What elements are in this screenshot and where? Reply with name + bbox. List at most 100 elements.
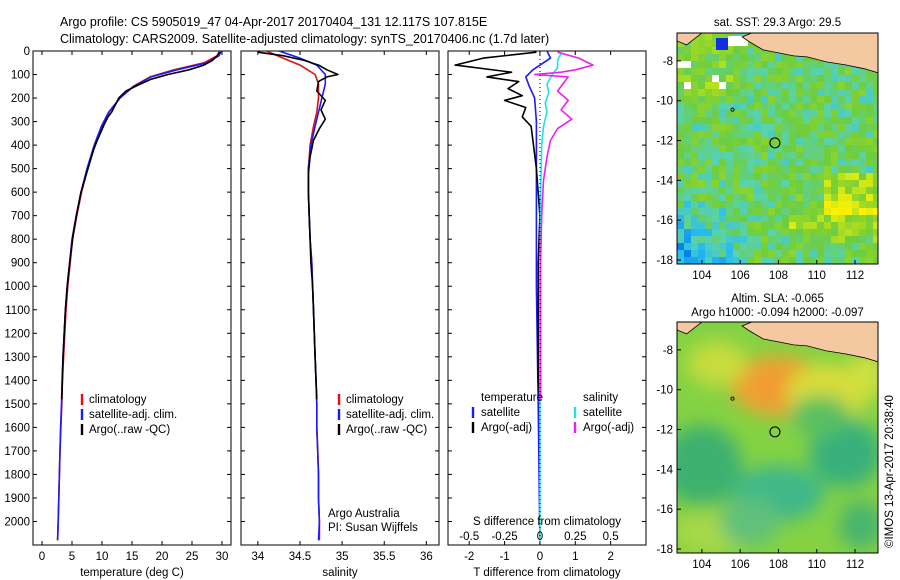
temperature-panel: 0 100 200 300 400 500 600 700 800 900 1000 1100 1200…	[4, 46, 232, 579]
x-tick-label: 110	[808, 270, 826, 282]
land-mass	[741, 322, 878, 363]
header-title: Argo profile: CS 5905019_47 04-Apr-2017 …	[60, 15, 487, 29]
salinity-profile-frame	[240, 50, 440, 546]
sst-map-title: sat. SST: 29.3 Argo: 29.5	[714, 17, 841, 29]
x-tick-label: 35.5	[373, 551, 395, 563]
land-mass	[677, 33, 703, 46]
legend-label: Argo(..raw -QC)	[89, 424, 170, 436]
x-tick-label: 10	[96, 551, 109, 563]
y-tick-label: -12	[656, 425, 673, 437]
y-tick-label: 2000	[4, 516, 30, 528]
y-tick-label: -18	[656, 255, 673, 267]
x-tick-label: 106	[731, 559, 750, 571]
sla-map-panel: 104 106 108 110 112 -8 -10 -12 -14 -16 -18 Altim. S…	[656, 293, 879, 571]
y-tick-label: 200	[11, 93, 30, 105]
x-tick-label: -2	[464, 551, 474, 563]
y-tick-label: -8	[663, 56, 673, 68]
sla-map-title: Altim. SLA: -0.065	[731, 293, 824, 305]
y-tick-label: -14	[656, 175, 673, 187]
legend-label: satellite-adj. clim.	[346, 409, 434, 421]
legend-label: satellite	[583, 407, 622, 419]
y-tick-label: 1000	[4, 281, 30, 293]
difference-profile-series	[454, 51, 594, 541]
x-tick-label: 25	[186, 551, 199, 563]
y-tick-label: 800	[11, 234, 30, 246]
y-tick-label: 900	[11, 258, 30, 270]
x-tick-label: 112	[846, 270, 864, 282]
x-tick-label: 0	[537, 551, 543, 563]
s-difference-tick-label: -0.25	[491, 531, 517, 543]
land-mass	[741, 33, 878, 74]
legend-label: Argo(-adj)	[583, 422, 634, 434]
legend-title-temperature: temperature	[481, 392, 543, 404]
temperature-profile-series	[56, 51, 223, 541]
x-tick-label: 108	[769, 559, 788, 571]
y-tick-label: -14	[656, 464, 673, 476]
s-difference-axis-label: S difference from climatology	[473, 516, 621, 528]
y-tick-label: 1800	[4, 469, 30, 481]
header-subtitle: Climatology: CARS2009. Satellite-adjuste…	[60, 32, 549, 46]
series-line-argo-raw-qc-	[61, 51, 221, 400]
series-line-t-satellite	[524, 51, 552, 541]
island	[730, 107, 735, 112]
legend-label: climatology	[346, 394, 404, 406]
y-tick-label: -12	[656, 136, 673, 148]
legend-label: satellite	[481, 407, 520, 419]
s-difference-tick-label: 0	[537, 531, 543, 543]
y-tick-label: 1200	[4, 328, 30, 340]
y-tick-label: 1700	[4, 446, 30, 458]
s-difference-tick-label: -0.5	[459, 531, 479, 543]
x-axis-label: temperature (deg C)	[80, 567, 184, 579]
difference-panel: -2 -1 0 1 2 T difference from climatology temp…	[447, 50, 647, 579]
x-tick-label: 104	[692, 559, 712, 571]
x-tick-label: 2	[607, 551, 613, 563]
y-tick-label: -10	[656, 96, 673, 108]
sla-map-frame	[676, 321, 879, 554]
series-line-s-argo-adj-	[533, 51, 594, 400]
y-tick-label: 1400	[4, 375, 30, 387]
x-tick-label: 0	[39, 551, 45, 563]
y-tick-label: 500	[11, 164, 30, 176]
difference-profile-frame	[447, 50, 647, 546]
x-tick-label: 104	[692, 270, 712, 282]
island	[730, 396, 735, 401]
x-tick-label: 110	[808, 559, 826, 571]
y-tick-label: -8	[663, 345, 673, 357]
sst-map-panel: 104 106 108 110 112 -8 -10 -12 -14 -16 -18 sat. SST…	[656, 17, 879, 282]
x-tick-label: 1	[572, 551, 578, 563]
temperature-profile-frame	[32, 50, 232, 546]
x-tick-label: -1	[499, 551, 509, 563]
legend-label: Argo(-adj)	[481, 422, 532, 434]
y-tick-label: 600	[11, 187, 30, 199]
x-tick-label: 34	[251, 551, 264, 563]
y-tick-label: -16	[656, 215, 673, 227]
x-axis-label: T difference from climatology	[473, 567, 620, 579]
sla-map-subtitle: Argo h1000: -0.094 h2000: -0.097	[691, 307, 864, 319]
salinity-panel: 34 34.5 35 35.5 36 salinity climatology satelli…	[240, 50, 440, 579]
y-tick-label: -16	[656, 504, 673, 516]
panel-note: Argo Australia	[328, 508, 400, 520]
y-tick-label: 300	[11, 117, 30, 129]
y-tick-label: 400	[11, 140, 30, 152]
x-tick-label: 34.5	[289, 551, 311, 563]
y-tick-label: 1100	[5, 305, 30, 317]
argo-location-marker	[769, 426, 781, 438]
legend-label: climatology	[89, 394, 147, 406]
series-line-t-argo-adj-	[454, 51, 541, 400]
x-tick-label: 112	[846, 559, 864, 571]
legend-title-salinity: salinity	[583, 392, 618, 404]
credit-text: ©IMOS 13-Apr-2017 20:38:40	[884, 395, 896, 548]
series-line-argo-raw-qc-	[257, 51, 339, 400]
y-tick-label: 1600	[4, 422, 30, 434]
sst-map-field	[677, 33, 878, 264]
y-tick-label: 700	[11, 211, 30, 223]
x-tick-label: 35	[336, 551, 349, 563]
x-tick-label: 20	[156, 551, 169, 563]
x-tick-label: 108	[769, 270, 788, 282]
s-difference-tick-label: 0.25	[564, 531, 586, 543]
y-tick-label: 100	[11, 70, 30, 82]
s-difference-tick-label: 0.5	[603, 531, 619, 543]
x-tick-label: 15	[126, 551, 139, 563]
legend-label: satellite-adj. clim.	[89, 409, 177, 421]
x-tick-label: 5	[69, 551, 75, 563]
